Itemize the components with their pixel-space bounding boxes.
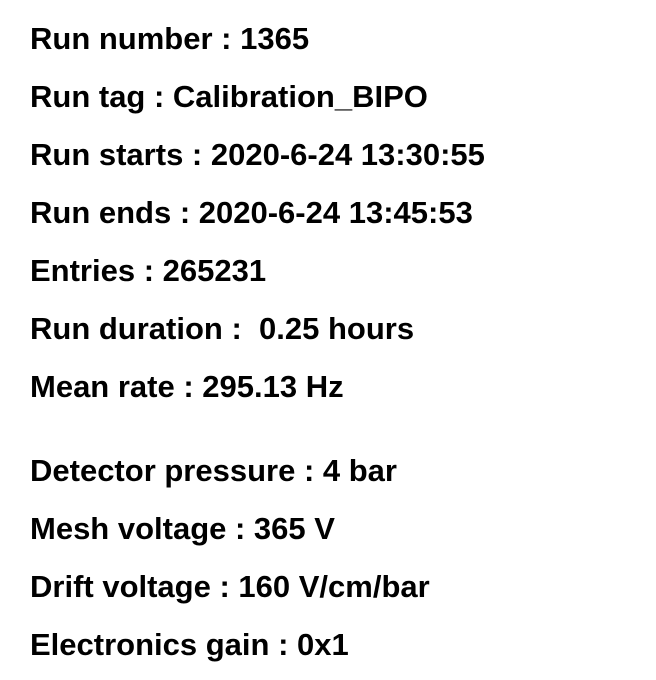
mean-rate-line: Mean rate : 295.13 Hz (30, 369, 344, 404)
run-duration-line: Run duration : 0.25 hours (30, 311, 415, 346)
run-info-list: Run number : 1365 Run tag : Calibration_… (30, 10, 485, 416)
run-tag-line: Run tag : Calibration_BIPO (30, 79, 428, 114)
mesh-voltage-line: Mesh voltage : 365 V (30, 511, 335, 546)
run-number-line: Run number : 1365 (30, 21, 310, 56)
drift-voltage-line: Drift voltage : 160 V/cm/bar (30, 569, 430, 604)
detector-pressure-line: Detector pressure : 4 bar (30, 453, 397, 488)
run-start-line: Run starts : 2020-6-24 13:30:55 (30, 137, 485, 172)
entries-line: Entries : 265231 (30, 253, 267, 288)
electronics-gain-line: Electronics gain : 0x1 (30, 627, 349, 662)
run-end-line: Run ends : 2020-6-24 13:45:53 (30, 195, 473, 230)
detector-info-list: Detector pressure : 4 bar Mesh voltage :… (30, 442, 430, 674)
